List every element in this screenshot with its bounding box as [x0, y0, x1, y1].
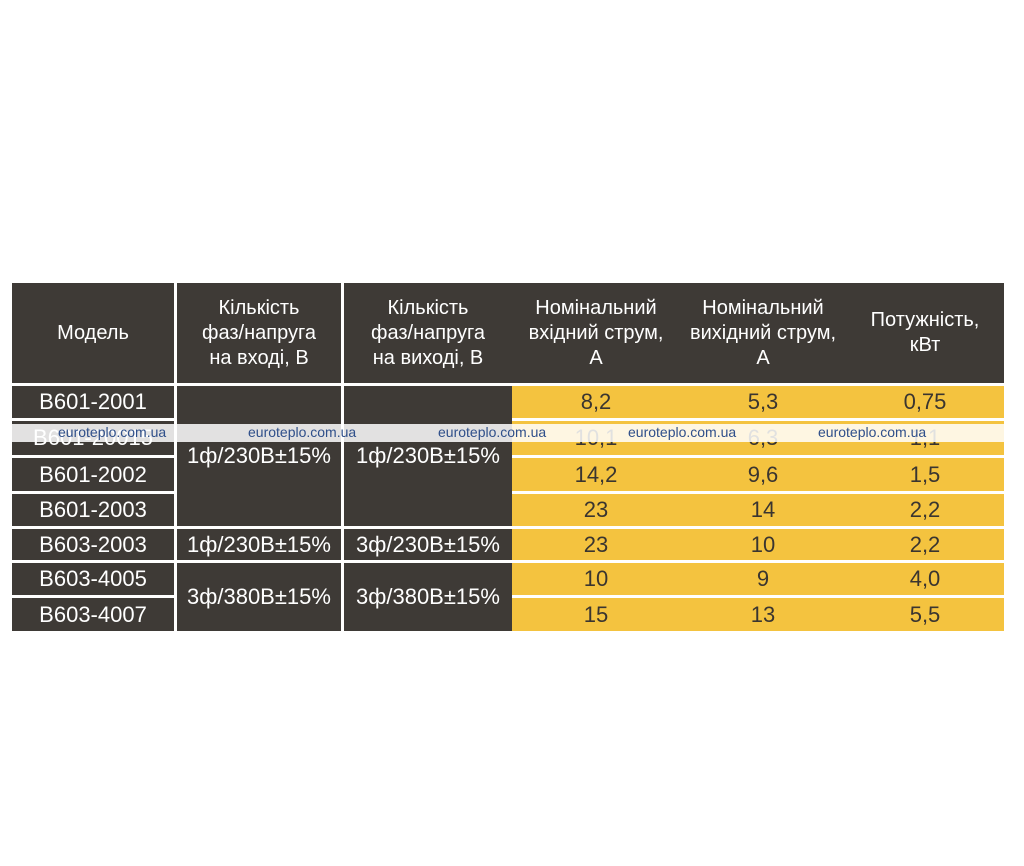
output-voltage-group: 3ф/230В±15% — [344, 529, 512, 560]
header-output-current: Номінальний вихідний струм, А — [680, 283, 846, 383]
output-current-cell: 13 — [680, 598, 846, 631]
output-current-cell: 10 — [680, 529, 846, 560]
power-cell: 4,0 — [846, 563, 1004, 595]
power-cell: 2,2 — [846, 494, 1004, 526]
model-cell: B603-2003 — [12, 529, 174, 560]
power-cell: 1,5 — [846, 458, 1004, 491]
output-current-cell: 9,6 — [680, 458, 846, 491]
output-current-cell: 5,3 — [680, 386, 846, 418]
watermark-text: euroteplo.com.ua — [818, 424, 927, 440]
input-current-cell: 10 — [512, 563, 680, 595]
model-cell: B601-2001 — [12, 386, 174, 418]
watermark-text: euroteplo.com.ua — [248, 424, 357, 440]
power-cell: 2,2 — [846, 529, 1004, 560]
header-input-voltage: Кількість фаз/напруга на вході, В — [177, 283, 341, 383]
header-output-voltage: Кількість фаз/напруга на виході, В — [344, 283, 512, 383]
header-input-current: Номінальний вхідний струм, А — [512, 283, 680, 383]
output-voltage-group: 3ф/380В±15% — [344, 563, 512, 631]
model-cell: B603-4005 — [12, 563, 174, 595]
header-model: Модель — [12, 283, 174, 383]
input-current-cell: 8,2 — [512, 386, 680, 418]
output-current-cell: 14 — [680, 494, 846, 526]
specs-table: Модель Кількість фаз/напруга на вході, В… — [12, 283, 1004, 631]
input-current-cell: 23 — [512, 494, 680, 526]
power-cell: 5,5 — [846, 598, 1004, 631]
output-current-cell: 9 — [680, 563, 846, 595]
input-voltage-group: 1ф/230В±15% — [177, 529, 341, 560]
input-current-cell: 23 — [512, 529, 680, 560]
model-cell: B603-4007 — [12, 598, 174, 631]
watermark-text: euroteplo.com.ua — [438, 424, 547, 440]
input-current-cell: 14,2 — [512, 458, 680, 491]
input-current-cell: 15 — [512, 598, 680, 631]
model-cell: B601-2002 — [12, 458, 174, 491]
power-cell: 0,75 — [846, 386, 1004, 418]
model-cell: B601-2003 — [12, 494, 174, 526]
watermark-band — [0, 424, 1024, 442]
output-voltage-group: 1ф/230В±15% — [344, 386, 512, 526]
header-power: Потужність, кВт — [846, 283, 1004, 383]
input-voltage-group: 3ф/380В±15% — [177, 563, 341, 631]
watermark-text: euroteplo.com.ua — [628, 424, 737, 440]
input-voltage-group: 1ф/230В±15% — [177, 386, 341, 526]
watermark-text: euroteplo.com.ua — [58, 424, 167, 440]
